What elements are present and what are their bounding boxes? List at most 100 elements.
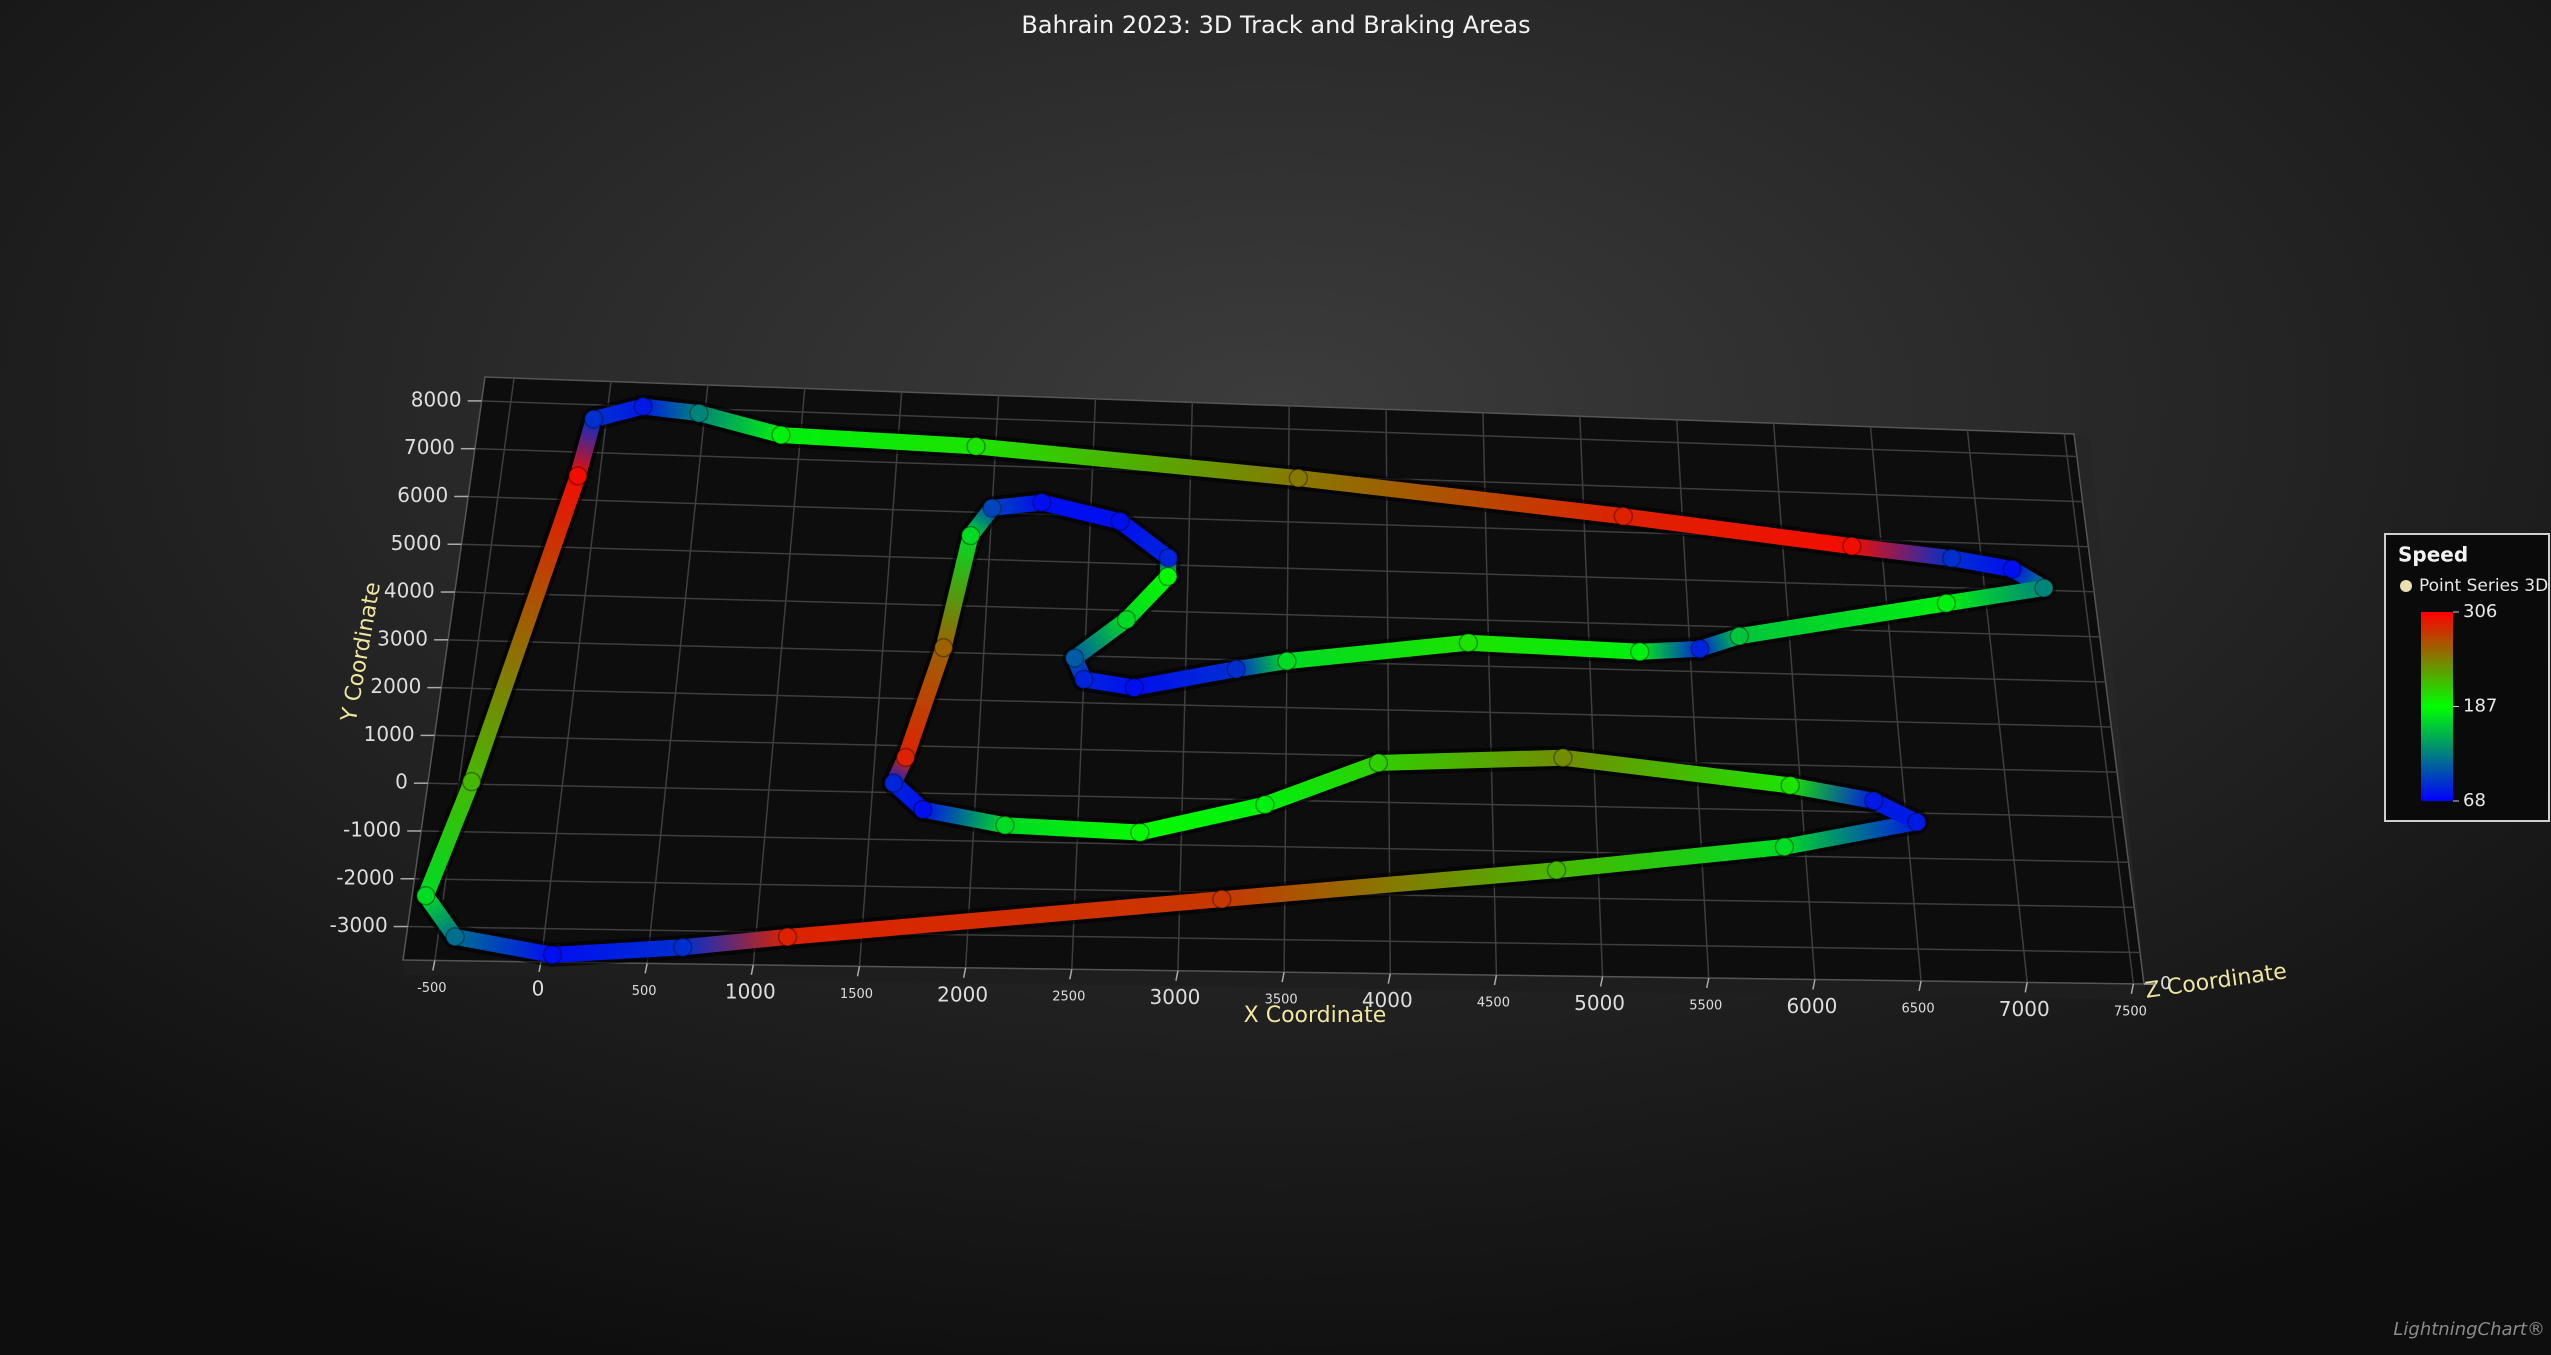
track-segment [1112, 513, 1177, 566]
x-tick-label: 0 [532, 976, 545, 1000]
track-segment [1615, 508, 1860, 555]
track-segment [1776, 814, 1925, 855]
legend-marker [2400, 580, 2412, 592]
x-tick [1812, 979, 1816, 990]
y-tick-label: 6000 [397, 483, 448, 507]
track-segment [691, 405, 789, 444]
track-point [1130, 822, 1150, 843]
track-segment [447, 928, 561, 963]
track-segment [674, 928, 796, 956]
x-tick [2024, 982, 2028, 993]
x-tick [856, 966, 861, 977]
y-tick-label: 8000 [411, 387, 462, 411]
track-point [673, 937, 693, 958]
watermark: LightningChart® [2393, 1319, 2545, 1340]
track-point [1553, 747, 1573, 768]
track-point [1780, 775, 1800, 796]
track-segment [1126, 661, 1245, 696]
track-point [1212, 889, 1232, 909]
track-point [1936, 593, 1957, 614]
y-tick-label: -2000 [336, 865, 394, 889]
x-tick-label: 500 [632, 984, 657, 999]
track-segment [1548, 838, 1793, 879]
track-point [1277, 651, 1297, 671]
track-point [1842, 536, 1862, 556]
track-segment [1731, 595, 1955, 645]
track-point [1864, 791, 1884, 811]
grid-line [2063, 433, 2135, 984]
x-tick [1175, 970, 1179, 981]
track-segment [1278, 634, 1477, 670]
track-segment [569, 411, 602, 484]
track-point [542, 945, 563, 965]
track-point [1116, 609, 1137, 630]
z-tick-label: 0 [2160, 973, 2171, 994]
track-point [1629, 642, 1650, 662]
track-point [933, 637, 954, 658]
x-tick-label: 2000 [937, 982, 988, 1006]
grid-line [858, 391, 903, 967]
grid-line [752, 388, 806, 965]
track-segment [1370, 749, 1571, 771]
track-point [960, 525, 981, 546]
x-tick-label: 2500 [1052, 990, 1085, 1005]
track-segment [1213, 862, 1565, 908]
legend-title: Speed [2398, 543, 2468, 567]
track-point [777, 927, 798, 947]
floor-front [403, 960, 2146, 1000]
track-segment [1066, 611, 1135, 667]
track-point [966, 436, 986, 457]
track-segment [997, 817, 1148, 841]
track-point [461, 771, 482, 792]
y-tick-label: -1000 [343, 817, 401, 841]
track-point [913, 799, 933, 820]
track-segment [935, 527, 979, 656]
x-tick-label: 4000 [1362, 988, 1413, 1012]
track-segment [1460, 634, 1648, 660]
track-point [771, 425, 791, 445]
track-point [568, 466, 588, 486]
track-point [995, 815, 1015, 836]
x-tick [1706, 977, 1710, 989]
x-tick-label: 6500 [1902, 1001, 1935, 1016]
x-tick-label: 4500 [1477, 996, 1510, 1011]
track-segment [1554, 749, 1799, 794]
track-point [1546, 860, 1567, 880]
y-tick-label: 3000 [377, 626, 428, 650]
track-point [1124, 677, 1145, 698]
grid-line [646, 384, 709, 964]
y-tick-label: -3000 [330, 913, 388, 937]
grid-line [1772, 423, 1816, 980]
track-point [1255, 794, 1275, 815]
grid-line [964, 395, 1000, 968]
grid-line [434, 734, 2118, 773]
grid-line [1869, 426, 1922, 981]
track-segment [463, 467, 586, 790]
legend-entry: Point Series 3D [2419, 576, 2548, 596]
x-tick-label: 7000 [1999, 997, 2050, 1021]
track-segment [1943, 550, 2021, 578]
track-point [1110, 511, 1130, 532]
x-tick [1493, 974, 1498, 986]
track-point [2002, 559, 2022, 579]
track-segment [1033, 494, 1129, 530]
x-tick [644, 963, 648, 974]
track-segment [1118, 568, 1176, 628]
x-tick-label: 6000 [1786, 994, 1837, 1018]
track-point [1074, 669, 1094, 690]
grid-line [1966, 430, 2028, 983]
track-point [1613, 506, 1634, 527]
chart-title: Bahrain 2023: 3D Track and Braking Areas [1021, 11, 1530, 39]
x-tick [962, 967, 967, 978]
track-point [1158, 566, 1178, 587]
y-tick-label: 7000 [404, 435, 455, 459]
track-segment [635, 398, 708, 422]
y-tick-label: 1000 [364, 722, 415, 746]
track-point [1064, 648, 1085, 668]
track-point [1288, 468, 1309, 488]
x-tick [1387, 973, 1392, 984]
track-point [689, 403, 709, 423]
x-tick-label: 1000 [725, 979, 776, 1003]
x-tick [1069, 969, 1073, 980]
